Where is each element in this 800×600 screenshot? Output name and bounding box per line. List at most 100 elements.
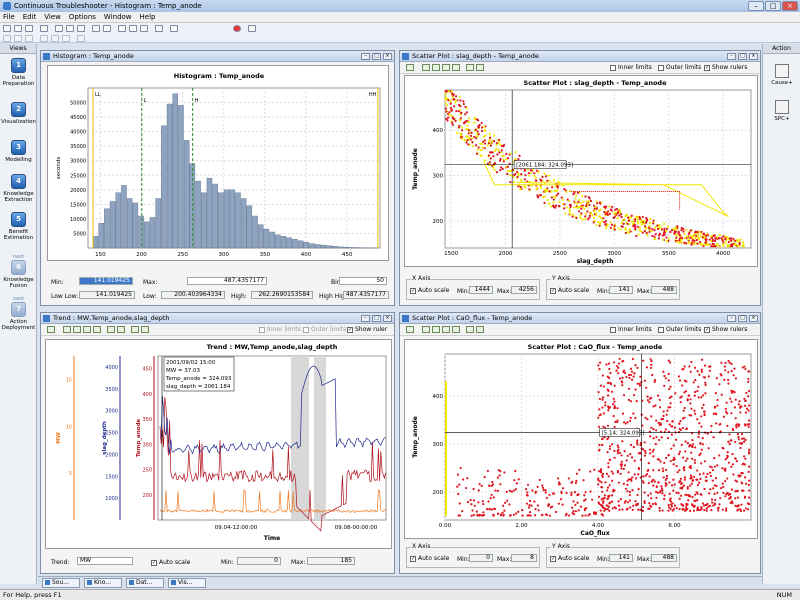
min-field[interactable]: 141.019425: [79, 277, 133, 285]
grid-icon[interactable]: [131, 326, 139, 333]
record-icon[interactable]: [233, 25, 241, 32]
zoom-in-icon[interactable]: [422, 326, 430, 333]
max-field[interactable]: 487.4357177: [187, 277, 267, 285]
zoom-out-icon[interactable]: [432, 326, 440, 333]
save-icon[interactable]: [25, 25, 33, 32]
inner-limits-checkbox[interactable]: Inner limits: [610, 326, 652, 333]
scatter-point: [670, 447, 673, 450]
trend-chart[interactable]: Trend : MW,Temp_anode,slag_depth51015MW1…: [45, 339, 392, 549]
select-icon[interactable]: [452, 64, 460, 71]
minimize-icon[interactable]: –: [727, 315, 736, 322]
view-action-deployment[interactable]: next 7 Action Deployment: [1, 296, 36, 331]
zoom-in-icon[interactable]: [422, 64, 430, 71]
restore-icon[interactable]: □: [372, 53, 381, 60]
x-auto-scale-checkbox[interactable]: ✓ Auto scale: [410, 287, 450, 294]
restore-icon[interactable]: □: [738, 315, 747, 322]
help-icon[interactable]: [170, 25, 178, 32]
task-knowledge[interactable]: Kno...: [84, 578, 122, 588]
histogram-chart[interactable]: Histogram : Temp_anode500010000150002000…: [47, 65, 389, 261]
scatter-point: [623, 464, 627, 467]
pan-icon[interactable]: [83, 326, 91, 333]
close-button[interactable]: ×: [782, 1, 798, 11]
bins-field[interactable]: 50: [339, 277, 387, 285]
scatter-slag-chart[interactable]: Scatter Plot : slag_depth - Temp_anode15…: [404, 75, 758, 267]
view-knowledge-fusion[interactable]: next 6 Knowledge Fusion: [3, 254, 34, 289]
pan-icon[interactable]: [442, 64, 450, 71]
select-icon[interactable]: [452, 326, 460, 333]
show-ruler-checkbox[interactable]: ✓ Show ruler: [347, 326, 388, 333]
zoom-out-icon[interactable]: [73, 326, 81, 333]
close-icon[interactable]: ×: [383, 315, 392, 322]
view-modelling[interactable]: 3 Modelling: [0, 140, 37, 163]
open-icon[interactable]: [14, 25, 22, 32]
close-icon[interactable]: ×: [383, 53, 392, 60]
outer-limits-checkbox[interactable]: Outer limits: [658, 64, 701, 71]
trend-select[interactable]: MW: [77, 557, 133, 565]
zoom-in-icon[interactable]: [63, 326, 71, 333]
limits-icon[interactable]: [107, 326, 115, 333]
close-icon[interactable]: ×: [749, 315, 758, 322]
toggle-icon[interactable]: [406, 64, 414, 71]
minimize-icon[interactable]: –: [361, 315, 370, 322]
toggle-icon[interactable]: [406, 326, 414, 333]
select-icon[interactable]: [93, 326, 101, 333]
menu-view[interactable]: View: [44, 13, 61, 21]
action-spc-plus[interactable]: SPC+: [763, 100, 800, 122]
task-data[interactable]: Dat...: [126, 578, 164, 588]
layers-icon[interactable]: [140, 25, 148, 32]
arrow-icon[interactable]: [155, 25, 163, 32]
view-benefit-estimation[interactable]: 5 Benefit Estimation: [0, 212, 37, 241]
paste-icon[interactable]: [77, 25, 85, 32]
show-rulers-checkbox[interactable]: ✓ Show rulers: [704, 64, 748, 71]
table-icon[interactable]: [103, 25, 111, 32]
toggle-icon[interactable]: [47, 326, 55, 333]
scatter-point: [747, 395, 750, 398]
window-icon[interactable]: [118, 25, 126, 32]
view-visualization[interactable]: 2 Visualization: [0, 102, 37, 125]
x-auto-scale-checkbox[interactable]: ✓ Auto scale: [410, 555, 450, 562]
print-icon[interactable]: [40, 25, 48, 32]
cut-icon[interactable]: [55, 25, 63, 32]
menu-help[interactable]: Help: [139, 13, 156, 21]
chart-icon[interactable]: [92, 25, 100, 32]
task-visualization[interactable]: Vis...: [168, 578, 206, 588]
action-cause-plus[interactable]: Cause+: [763, 64, 800, 86]
menu-options[interactable]: Options: [68, 13, 96, 21]
trend-icon[interactable]: [476, 326, 484, 333]
view-knowledge-extraction[interactable]: 4 Knowledge Extraction: [0, 174, 37, 203]
show-rulers-checkbox[interactable]: ✓ Show rulers: [704, 326, 748, 333]
close-icon[interactable]: ×: [749, 53, 758, 60]
menu-window[interactable]: Window: [103, 13, 132, 21]
y-auto-scale-checkbox[interactable]: ✓ Auto scale: [550, 555, 590, 562]
inner-limits-checkbox[interactable]: Inner limits: [610, 64, 652, 71]
task-sources[interactable]: Sou...: [42, 578, 80, 588]
minimize-icon[interactable]: –: [727, 53, 736, 60]
scatter-cao-chart[interactable]: Scatter Plot : CaO_flux - Temp_anode0.00…: [404, 339, 758, 539]
copy-icon[interactable]: [66, 25, 74, 32]
histogram-bar: [280, 236, 287, 249]
trend-icon[interactable]: [476, 64, 484, 71]
limits-icon[interactable]: [466, 64, 474, 71]
scatter-point: [638, 382, 641, 385]
grid-icon[interactable]: [129, 25, 137, 32]
scatter-point: [626, 421, 629, 424]
scatter-point: [706, 472, 709, 476]
auto-scale-checkbox[interactable]: ✓ Auto scale: [151, 559, 191, 566]
zoom-out-icon[interactable]: [432, 64, 440, 71]
new-icon[interactable]: [3, 25, 11, 32]
view-data-preparation[interactable]: 1 Data Preparation: [0, 58, 37, 87]
outer-limits-checkbox[interactable]: Outer limits: [658, 326, 701, 333]
minimize-icon[interactable]: –: [361, 53, 370, 60]
y-auto-scale-checkbox[interactable]: ✓ Auto scale: [550, 287, 590, 294]
scatter-icon[interactable]: [117, 326, 125, 333]
menu-file[interactable]: File: [3, 13, 15, 21]
menu-edit[interactable]: Edit: [22, 13, 37, 21]
restore-icon[interactable]: □: [372, 315, 381, 322]
export-icon[interactable]: [141, 326, 149, 333]
minimize-button[interactable]: –: [748, 1, 764, 11]
limits-icon[interactable]: [466, 326, 474, 333]
grid2-icon[interactable]: [248, 25, 256, 32]
pan-icon[interactable]: [442, 326, 450, 333]
maximize-button[interactable]: □: [765, 1, 781, 11]
restore-icon[interactable]: □: [738, 53, 747, 60]
